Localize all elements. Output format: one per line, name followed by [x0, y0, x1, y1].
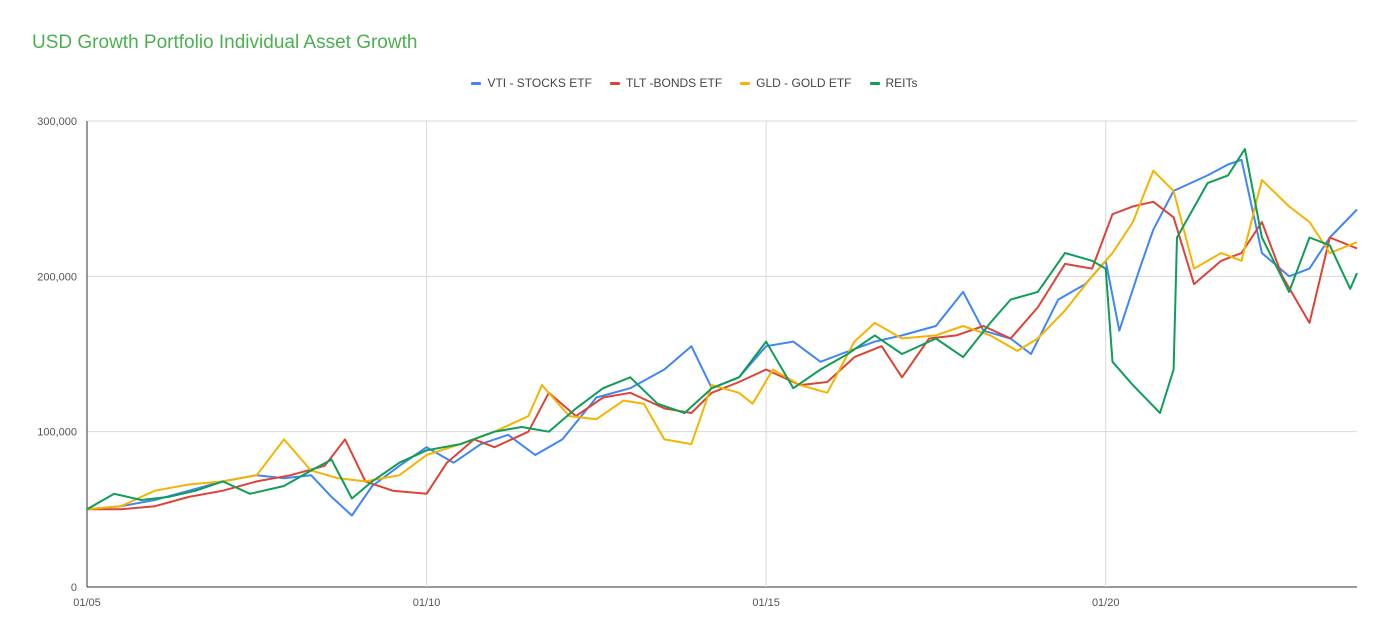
- legend-swatch: [869, 81, 880, 85]
- x-tick-label: 01/15: [752, 597, 780, 609]
- legend-item[interactable]: TLT -BONDS ETF: [609, 76, 723, 90]
- series-line-4: [86, 148, 1358, 511]
- legend-label: VTI - STOCKS ETF: [487, 76, 592, 90]
- y-tick-label: 0: [71, 582, 77, 594]
- legend-swatch: [609, 81, 620, 85]
- legend-item[interactable]: GLD - GOLD ETF: [740, 76, 852, 90]
- series-line-3: [86, 169, 1358, 511]
- legend: VTI - STOCKS ETF TLT -BONDS ETF GLD - GOLD…: [0, 76, 1389, 90]
- y-tick-label: 100,000: [37, 427, 77, 439]
- x-tick-label: 01/10: [413, 597, 441, 609]
- legend-label: REITs: [885, 76, 918, 90]
- legend-item[interactable]: VTI - STOCKS ETF: [471, 76, 592, 90]
- legend-swatch: [471, 81, 482, 85]
- series-line-2: [87, 200, 1358, 511]
- series-line-1: [86, 158, 1358, 517]
- legend-label: GLD - GOLD ETF: [756, 76, 852, 90]
- chart-title: USD Growth Portfolio Individual Asset Gr…: [32, 32, 418, 53]
- legend-item[interactable]: REITs: [869, 76, 918, 90]
- legend-label: TLT -BONDS ETF: [625, 76, 723, 90]
- y-tick-label: 300,000: [37, 116, 77, 128]
- legend-swatch: [740, 81, 751, 85]
- y-tick-label: 200,000: [37, 271, 77, 283]
- x-tick-label: 01/05: [73, 597, 101, 609]
- x-tick-label: 01/20: [1092, 597, 1120, 609]
